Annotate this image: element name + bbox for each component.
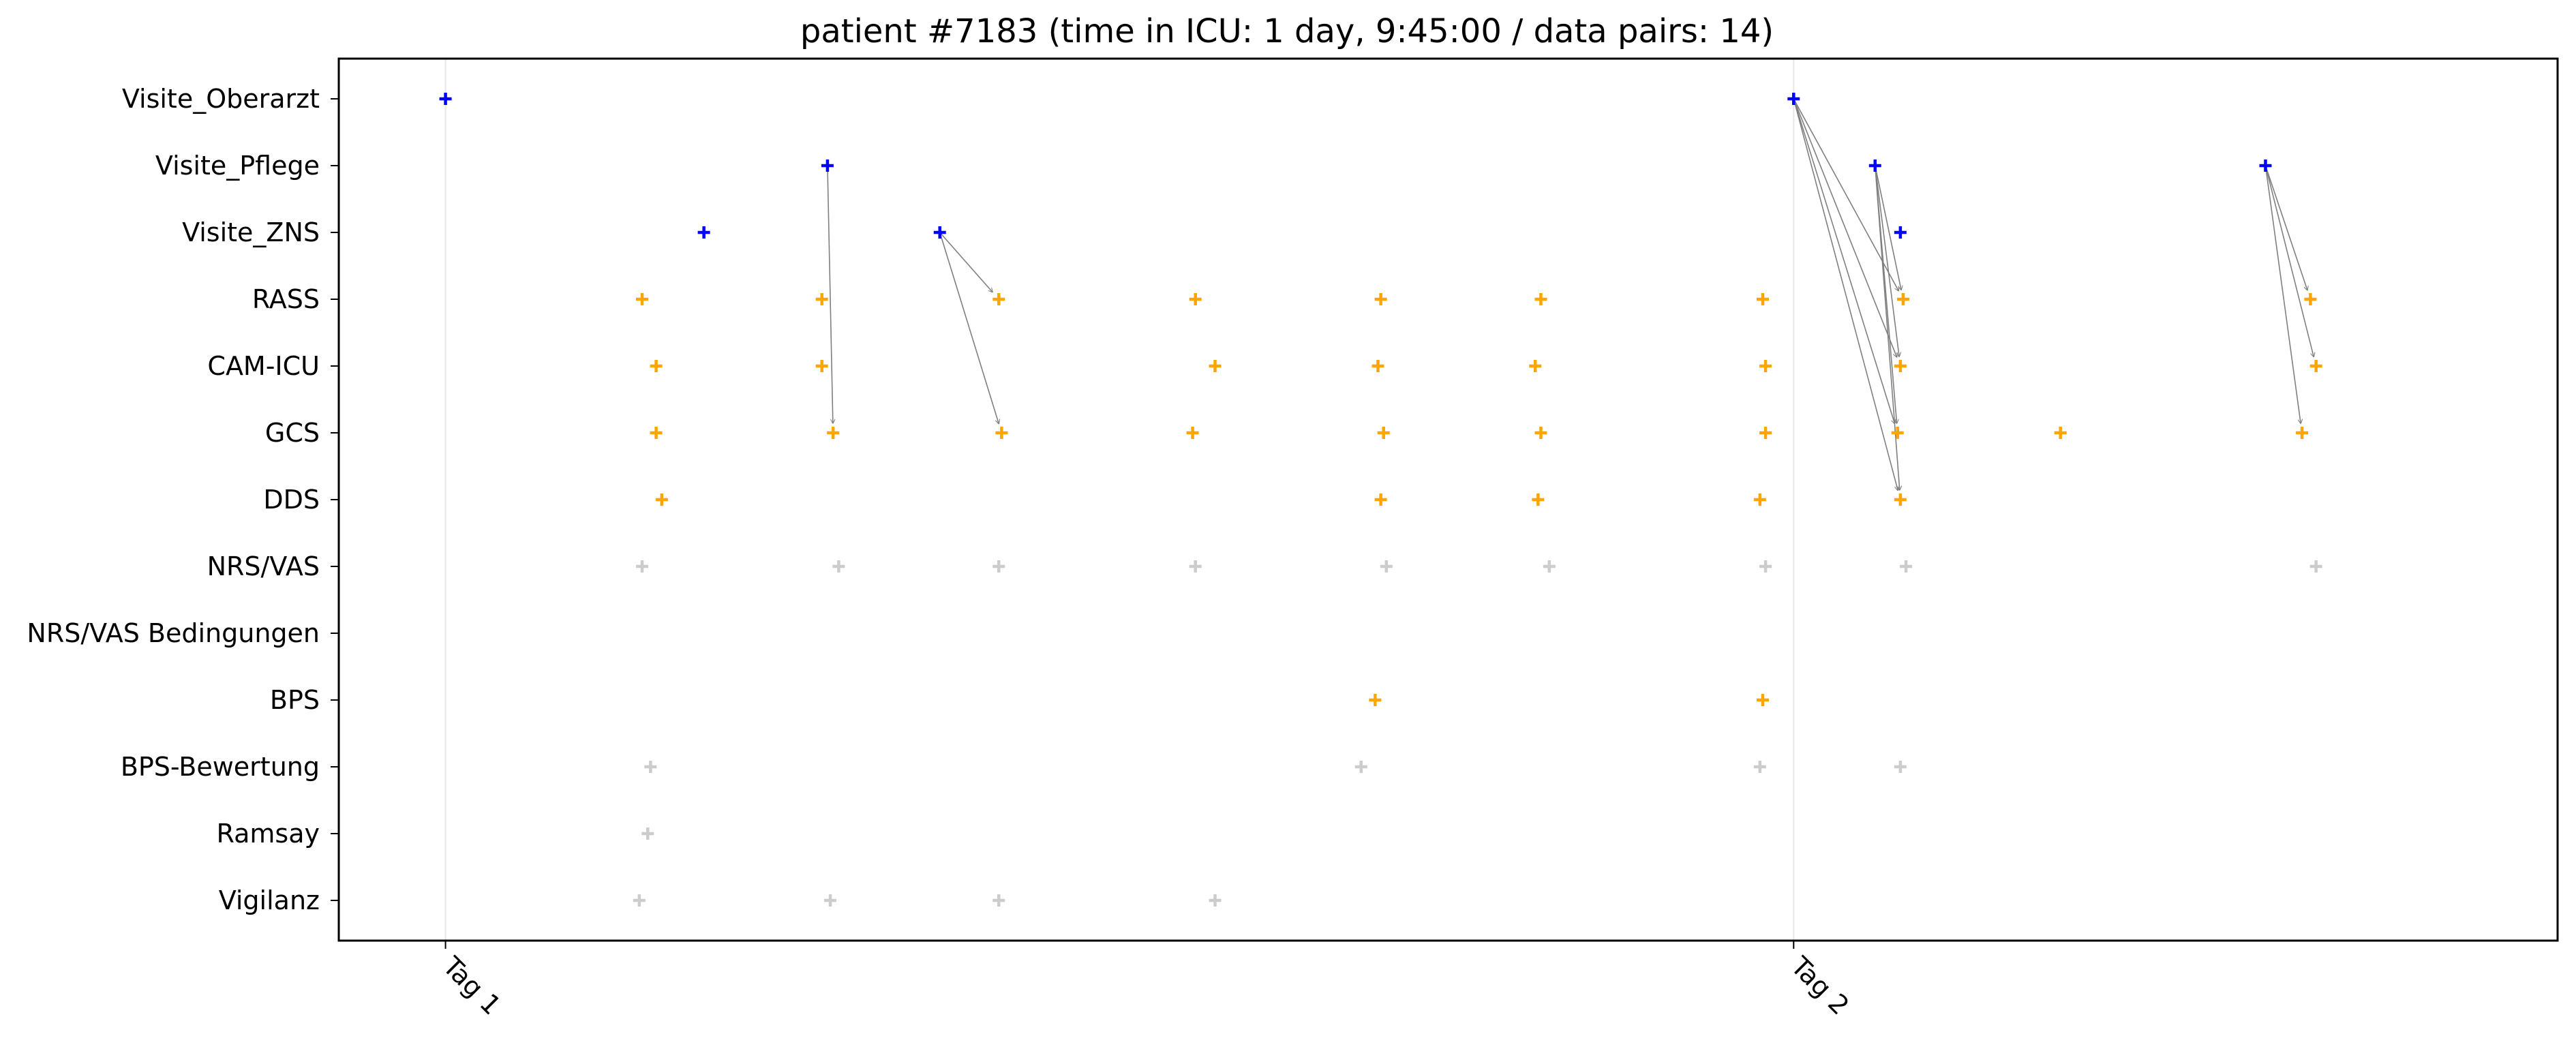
pair-arrow-14 (2264, 165, 2301, 423)
data-point-nrs-vas-9 (2309, 560, 2322, 573)
y-tick-label-bps: BPS (270, 685, 320, 715)
data-point-vigilanz-3 (992, 894, 1005, 907)
x-axis: Tag 1 Tag 2 (436, 941, 1855, 1020)
data-point-bps-bewertung-3 (1753, 761, 1766, 773)
data-point-nrs-vas-2 (832, 560, 845, 573)
y-tick-label-dds: DDS (263, 485, 320, 515)
data-point-rass-4 (1189, 293, 1202, 305)
data-point-nrs-vas-6 (1543, 560, 1556, 573)
data-point-gcs-4 (1186, 427, 1199, 439)
data-point-rass-6 (1534, 293, 1547, 305)
data-point-gcs-3 (995, 427, 1008, 439)
data-point-rass-5 (1374, 293, 1387, 305)
pair-arrow-6 (1793, 98, 1894, 424)
y-tick-label-visite-pflege: Visite_Pflege (155, 151, 320, 181)
data-point-visite-pflege-1 (821, 159, 834, 172)
y-tick-label-cam-icu: CAM-ICU (207, 351, 320, 381)
data-point-gcs-7 (1759, 427, 1772, 439)
data-point-dds-2 (1374, 493, 1387, 506)
data-point-cam-icu-4 (1372, 360, 1384, 372)
data-point-gcs-5 (1377, 427, 1390, 439)
y-tick-label-bps-bewertung: BPS-Bewertung (121, 752, 320, 782)
data-point-cam-icu-1 (650, 360, 663, 372)
pair-arrow-13 (2264, 165, 2314, 356)
data-point-visite-zns-3 (1894, 226, 1907, 239)
data-point-bps-2 (1756, 694, 1769, 706)
data-point-cam-icu-5 (1529, 360, 1542, 372)
y-axis: Visite_Oberarzt Visite_Pflege Visite_ZNS RA… (27, 84, 339, 915)
data-point-nrs-vas-1 (635, 560, 648, 573)
data-point-nrs-vas-8 (1900, 560, 1913, 573)
data-point-rass-8 (1896, 293, 1909, 305)
pair-arrow-9 (1874, 165, 1899, 356)
data-point-nrs-vas-4 (1189, 560, 1202, 573)
data-point-gcs-8 (1891, 427, 1904, 439)
pair-arrow-12 (2264, 165, 2307, 290)
data-point-rass-1 (635, 293, 648, 305)
data-point-gcs-2 (827, 427, 840, 439)
data-point-rass-2 (815, 293, 828, 305)
pair-arrow-4 (1793, 98, 1898, 291)
data-point-cam-icu-7 (1894, 360, 1907, 372)
data-point-visite-zns-1 (697, 226, 710, 239)
pair-arrows (827, 98, 2314, 490)
data-point-rass-3 (992, 293, 1005, 305)
plot-frame (337, 57, 2559, 942)
y-tick-label-gcs: GCS (265, 418, 320, 448)
grid-lines (444, 59, 1795, 941)
data-point-rass-7 (1756, 293, 1769, 305)
data-point-dds-3 (1532, 493, 1545, 506)
pair-arrow-2 (939, 232, 992, 292)
pair-arrow-8 (1874, 165, 1901, 290)
y-tick-label-ramsay: Ramsay (217, 819, 320, 849)
x-tick-label-1: Tag 1 (436, 951, 506, 1021)
data-point-gcs-6 (1534, 427, 1547, 439)
data-point-bps-1 (1369, 694, 1382, 706)
y-tick-label-vigilanz: Vigilanz (219, 885, 320, 915)
x-tick-label-2: Tag 2 (1785, 951, 1855, 1021)
y-tick-label-nrs-vas: NRS/VAS (207, 551, 320, 581)
data-point-cam-icu-3 (1209, 360, 1222, 372)
data-point-dds-5 (1894, 493, 1907, 506)
pair-arrow-1 (827, 165, 833, 423)
y-tick-label-visite-oberarzt: Visite_Oberarzt (122, 84, 320, 114)
data-point-dds-4 (1753, 493, 1766, 506)
data-point-nrs-vas-5 (1380, 560, 1393, 573)
chart-title: patient #7183 (time in ICU: 1 day, 9:45:… (800, 12, 1774, 50)
data-point-gcs-1 (650, 427, 663, 439)
data-point-vigilanz-1 (633, 894, 646, 907)
data-point-bps-bewertung-4 (1894, 761, 1907, 773)
data-point-dds-1 (655, 493, 668, 506)
data-point-bps-bewertung-2 (1354, 761, 1367, 773)
pair-arrow-5 (1793, 98, 1896, 357)
data-point-vigilanz-4 (1209, 894, 1222, 907)
data-point-nrs-vas-7 (1759, 560, 1772, 573)
data-point-cam-icu-2 (815, 360, 828, 372)
pair-arrow-11 (1874, 165, 1900, 490)
data-point-ramsay-1 (641, 827, 654, 840)
pair-arrow-3 (939, 232, 999, 424)
data-point-cam-icu-8 (2309, 360, 2322, 372)
y-tick-label-nrs-vas-bedingungen: NRS/VAS Bedingungen (27, 618, 320, 648)
y-tick-label-rass: RASS (252, 284, 320, 314)
pair-arrow-7 (1793, 98, 1898, 490)
data-point-cam-icu-6 (1759, 360, 1772, 372)
data-markers (439, 93, 2322, 907)
data-point-visite-oberarzt-2 (1787, 93, 1800, 105)
data-point-vigilanz-2 (824, 894, 837, 907)
data-point-nrs-vas-3 (992, 560, 1005, 573)
data-point-bps-bewertung-1 (644, 761, 657, 773)
data-point-visite-oberarzt-1 (439, 93, 452, 105)
data-point-rass-9 (2304, 293, 2317, 305)
data-point-visite-zns-2 (933, 226, 946, 239)
data-point-gcs-9 (2054, 427, 2067, 439)
data-point-visite-pflege-3 (2259, 159, 2272, 172)
data-point-gcs-10 (2296, 427, 2309, 439)
data-point-visite-pflege-2 (1868, 159, 1881, 172)
y-tick-label-visite-zns: Visite_ZNS (182, 217, 320, 247)
